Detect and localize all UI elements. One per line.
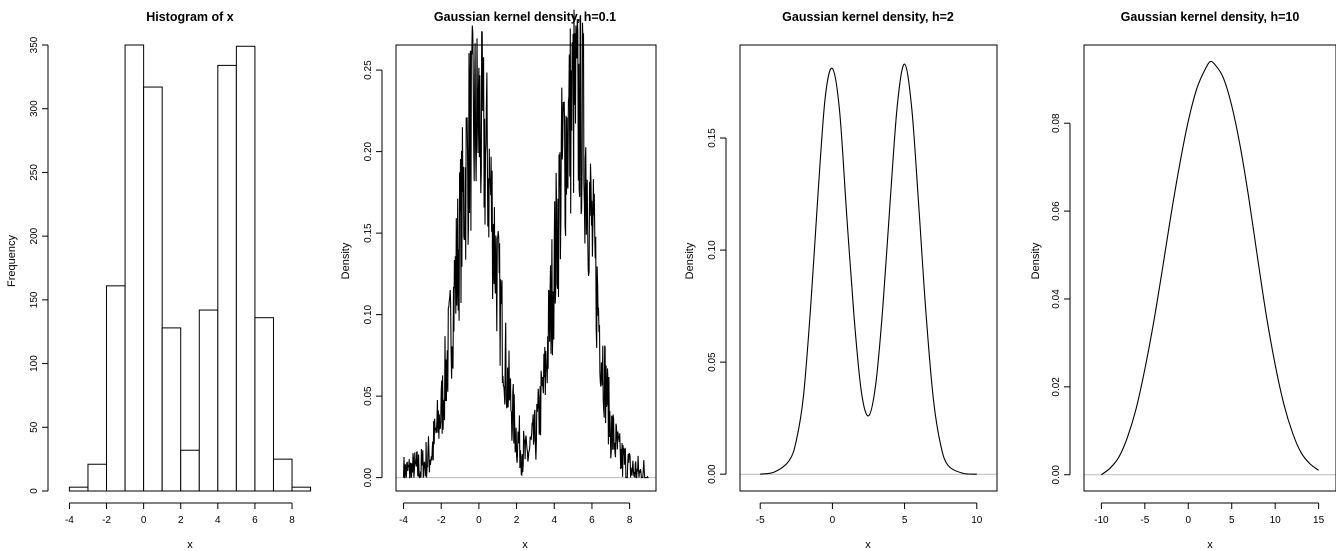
histogram-x-tick-label-2: 0 bbox=[141, 515, 147, 526]
density-h01-y-label: Density bbox=[340, 242, 352, 279]
histogram-bar-9 bbox=[235, 45, 256, 492]
histogram-x-tick-label-3: 2 bbox=[178, 515, 184, 526]
histogram-x-tick-label-6: 8 bbox=[289, 515, 295, 526]
density-h2-x-tick-label-1: 0 bbox=[830, 515, 836, 526]
density-h10-x-tick-label-2: 0 bbox=[1185, 515, 1191, 526]
histogram-x-label: x bbox=[187, 539, 193, 551]
density-h01-plot bbox=[396, 9, 656, 479]
histogram-bar-11 bbox=[272, 458, 293, 492]
histogram-title: Histogram of x bbox=[146, 10, 234, 24]
density-h01-y-tick-label-1: 0.05 bbox=[363, 386, 374, 406]
histogram-bar-12 bbox=[291, 486, 312, 492]
density-h2-y-tick-label-2: 0.10 bbox=[707, 240, 718, 260]
histogram-y-tick-label-4: 200 bbox=[29, 227, 40, 244]
histogram-y-tick-label-1: 50 bbox=[29, 421, 40, 433]
histogram-bar-6 bbox=[180, 449, 200, 492]
density-h10-y-tick-label-4: 0.08 bbox=[1051, 113, 1062, 133]
density-h2-title: Gaussian kernel density, h=2 bbox=[782, 10, 954, 24]
density-h10-y-tick-label-0: 0.00 bbox=[1051, 465, 1062, 485]
histogram-axes: -4 -2 0 2 4 6 8 0 50 100 150 200 250 300 350 bbox=[29, 36, 295, 526]
density-h10-density-line bbox=[1101, 60, 1319, 476]
histogram-bar-10 bbox=[254, 317, 274, 492]
density-h01-title: Gaussian kernel density, h=0.1 bbox=[434, 10, 616, 24]
density-h10-y-tick-label-1: 0.02 bbox=[1051, 377, 1062, 397]
histogram-panel: Histogram of x x Frequency -4 -2 0 2 4 6 8 0 50 1… bbox=[6, 10, 312, 551]
histogram-y-tick-label-2: 100 bbox=[29, 355, 40, 372]
density-h01-axes: -4 -2 0 2 4 6 8 0.00 0.05 0.10 0.15 0.20 0.25 bbox=[363, 44, 657, 526]
density-h2-density-line bbox=[760, 63, 977, 475]
density-h2-y-tick-label-1: 0.05 bbox=[707, 352, 718, 372]
density-h10-x-tick-label-1: -5 bbox=[1140, 515, 1149, 526]
density-h2-y-label: Density bbox=[684, 242, 696, 279]
density-h10-x-tick-label-5: 15 bbox=[1313, 515, 1325, 526]
histogram-bar-8 bbox=[217, 64, 237, 492]
density-h2-axes: -5 0 5 10 0.00 0.05 0.10 0.15 bbox=[707, 44, 998, 526]
density-h2-plot bbox=[740, 63, 997, 475]
density-h10-plot bbox=[1084, 60, 1336, 476]
density-h10-y-tick-label-2: 0.04 bbox=[1051, 289, 1062, 309]
histogram-bar-7 bbox=[198, 309, 219, 492]
density-h10-x-label: x bbox=[1207, 539, 1213, 551]
density-h01-x-label: x bbox=[522, 539, 528, 551]
histogram-bar-4 bbox=[143, 86, 163, 492]
density-h01-x-tick-label-5: 6 bbox=[589, 515, 595, 526]
histogram-x-tick-label-0: -4 bbox=[65, 515, 74, 526]
density-h2-plot-frame bbox=[739, 44, 998, 492]
density-h2-y-tick-label-3: 0.15 bbox=[707, 128, 718, 148]
density-h10-y-tick-label-3: 0.06 bbox=[1051, 201, 1062, 221]
density-h01-y-tick-label-5: 0.25 bbox=[363, 60, 374, 80]
histogram-bar-0 bbox=[68, 486, 89, 492]
density-h10-x-tick-label-3: 5 bbox=[1229, 515, 1235, 526]
density-h2-x-label: x bbox=[865, 539, 871, 551]
density-h01-panel: Gaussian kernel density, h=0.1 x Density… bbox=[340, 9, 657, 551]
histogram-bar-3 bbox=[124, 44, 145, 492]
density-h10-plot-frame bbox=[1083, 44, 1336, 492]
density-h01-density-line bbox=[402, 9, 649, 479]
density-h01-x-tick-label-6: 8 bbox=[627, 515, 633, 526]
density-h10-y-label: Density bbox=[1030, 242, 1042, 279]
density-h10-axes: -10 -5 0 5 10 15 0.00 0.02 0.04 0.06 0.08 bbox=[1051, 44, 1336, 526]
histogram-x-tick-label-1: -2 bbox=[102, 515, 111, 526]
density-h01-x-tick-label-1: -2 bbox=[437, 515, 446, 526]
density-h2-x-tick-label-2: 5 bbox=[902, 515, 908, 526]
histogram-y-label: Frequency bbox=[6, 235, 18, 287]
histogram-y-tick-label-5: 250 bbox=[29, 164, 40, 181]
density-h10-x-tick-label-4: 10 bbox=[1270, 515, 1282, 526]
histogram-y-tick-label-6: 300 bbox=[29, 100, 40, 117]
density-h2-y-tick-label-0: 0.00 bbox=[707, 464, 718, 484]
histogram-y-tick-label-3: 150 bbox=[29, 291, 40, 308]
histogram-bars bbox=[68, 44, 312, 492]
density-h01-y-tick-label-3: 0.15 bbox=[363, 223, 374, 243]
density-h10-panel: Gaussian kernel density, h=10 x Density … bbox=[1030, 10, 1336, 551]
histogram-bar-5 bbox=[161, 327, 182, 492]
histogram-y-tick-label-0: 0 bbox=[29, 488, 40, 494]
density-h10-x-tick-label-0: -10 bbox=[1094, 515, 1109, 526]
histogram-x-tick-label-5: 6 bbox=[252, 515, 258, 526]
density-h01-x-tick-label-4: 4 bbox=[551, 515, 557, 526]
density-h01-plot-frame bbox=[395, 44, 657, 492]
density-h2-x-tick-label-3: 10 bbox=[971, 515, 983, 526]
histogram-x-tick-label-4: 4 bbox=[215, 515, 221, 526]
density-h2-panel: Gaussian kernel density, h=2 x Density -… bbox=[684, 10, 998, 551]
histogram-y-tick-label-7: 350 bbox=[29, 36, 40, 53]
density-h2-x-tick-label-0: -5 bbox=[756, 515, 765, 526]
density-h01-x-tick-label-3: 2 bbox=[514, 515, 520, 526]
density-h01-y-tick-label-0: 0.00 bbox=[363, 467, 374, 487]
density-h10-title: Gaussian kernel density, h=10 bbox=[1121, 10, 1300, 24]
density-h01-y-tick-label-4: 0.20 bbox=[363, 141, 374, 161]
histogram-bar-2 bbox=[106, 285, 126, 492]
density-h01-y-tick-label-2: 0.10 bbox=[363, 304, 374, 324]
density-h01-x-tick-label-2: 0 bbox=[476, 515, 482, 526]
histogram-bar-1 bbox=[87, 463, 108, 492]
density-h01-x-tick-label-0: -4 bbox=[399, 515, 408, 526]
